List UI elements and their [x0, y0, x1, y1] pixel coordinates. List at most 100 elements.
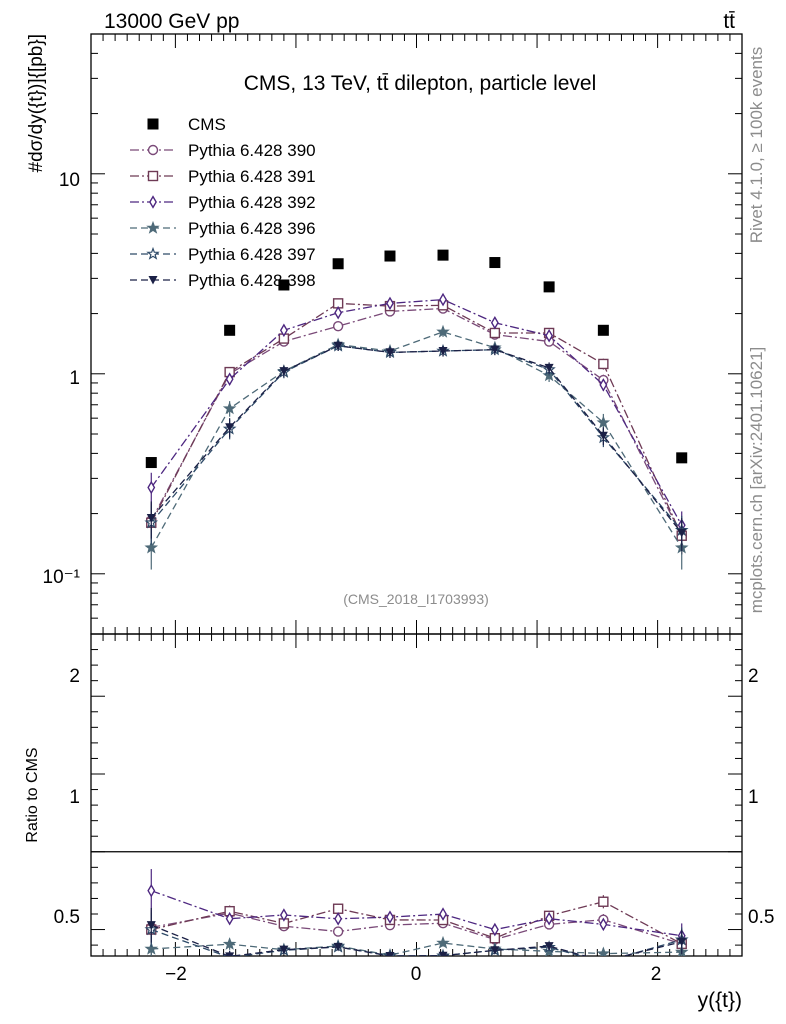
ratio-point [544, 942, 554, 951]
ratio-series-pythia-6-428-392 [147, 869, 686, 948]
data-point [384, 250, 396, 262]
ratio-point [146, 921, 156, 930]
ratio-axis-label: Ratio to CMS [24, 747, 41, 842]
ratio-plot-frame [90, 633, 743, 957]
ratio-point [603, 954, 604, 956]
y-tick-label-1: 1 [69, 368, 80, 389]
ratio-point [599, 957, 608, 966]
data-point [676, 452, 688, 464]
data-point [144, 540, 159, 554]
series-line-pythia-6-428-397 [150, 345, 683, 531]
data-point [436, 324, 450, 338]
legend-entry-label: CMS [188, 115, 226, 134]
series-line-pythia-6-428-396 [150, 331, 683, 549]
legend-marker [147, 144, 159, 156]
ratio-point [439, 907, 447, 921]
ratio-point [436, 935, 450, 949]
legend-entry-label: Pythia 6.428 391 [188, 167, 316, 186]
legend-entry-label: Pythia 6.428 398 [188, 271, 316, 290]
data-point [544, 363, 554, 373]
data-point [489, 257, 501, 269]
side-label-top: Rivet 4.1.0, ≥ 100k events [747, 47, 766, 243]
data-point [332, 320, 344, 332]
ratio-point [225, 952, 235, 956]
ratio-point [225, 911, 234, 926]
legend-entry-label: Pythia 6.428 390 [188, 141, 316, 160]
data-point [490, 315, 499, 330]
data-point [677, 528, 687, 538]
y-tick-label-0p1: 10⁻¹ [43, 567, 81, 588]
data-point [147, 480, 156, 495]
data-point [438, 346, 448, 356]
ratio-point [599, 917, 608, 932]
ratio-line-pythia-6-428-392 [151, 890, 682, 937]
legend-marker [146, 220, 160, 234]
legend-marker [149, 195, 157, 209]
axis-ticks [91, 33, 742, 956]
data-point [437, 249, 449, 261]
data-point [332, 258, 344, 270]
ratio-point [279, 945, 289, 955]
ratio-point [386, 910, 394, 924]
data-point [598, 431, 608, 441]
legend-marker [148, 275, 158, 285]
ratio-tick-label-1-right: 1 [748, 787, 759, 808]
ratio-point [144, 941, 159, 955]
ratio-point [490, 946, 500, 955]
ratio-point [222, 937, 237, 950]
legend-entry-label: Pythia 6.428 396 [188, 219, 316, 238]
ratio-point [332, 903, 344, 914]
legend-marker [147, 170, 159, 182]
data-point [598, 358, 609, 370]
x-tick-label-0: 0 [411, 964, 422, 985]
data-point [225, 423, 235, 432]
ratio-line-pythia-6-428-396 [151, 942, 682, 956]
series-line-pythia-6-428-392 [150, 298, 683, 526]
ratio-series-pythia-6-428-398 [146, 907, 687, 966]
chart-title: CMS, 13 TeV, tt̄ dilepton, particle leve… [244, 72, 597, 95]
data-point [385, 348, 395, 357]
legend-entry-label: Pythia 6.428 392 [188, 193, 316, 212]
data-point [222, 401, 237, 415]
ratio-line-pythia-6-428-397 [151, 928, 682, 956]
series-cms [145, 249, 688, 469]
data-point [386, 296, 394, 311]
data-point [279, 367, 289, 376]
series-line-pythia-6-428-391 [150, 302, 683, 536]
legend: CMS Pythia 6.428 390 Pythia 6.428 391 Pythi… [130, 115, 316, 290]
data-point [489, 327, 501, 339]
ratio-point [438, 951, 448, 956]
data-point [224, 324, 236, 336]
data-point [333, 341, 343, 351]
legend-marker [147, 118, 159, 130]
y-axis-label: #dσ/dy({t})]{[pb}] [26, 34, 47, 173]
data-point [599, 378, 608, 392]
ratio-point [334, 912, 343, 926]
ratio-tick-label-1-left: 1 [69, 787, 80, 808]
data-point [543, 281, 555, 293]
series-pythia-6-428-398 [146, 340, 687, 552]
ratio-line-pythia-6-428-398 [151, 924, 682, 956]
data-point [146, 513, 156, 523]
analysis-watermark: (CMS_2018_I1703993) [343, 591, 489, 607]
ratio-tick-label-0p5-left: 0.5 [54, 907, 80, 928]
energy-label: 13000 GeV pp [104, 10, 239, 33]
side-label-bottom: mcplots.cern.ch [arXiv:2401.10621] [747, 347, 766, 613]
data-point [597, 324, 609, 336]
legend-marker [146, 246, 160, 260]
series-line-pythia-6-428-398 [150, 345, 683, 534]
data-point [490, 345, 500, 355]
series-pythia-6-428-392 [147, 292, 686, 542]
x-tick-label-neg2: −2 [165, 964, 187, 985]
ratio-tick-label-2-left: 2 [69, 666, 80, 687]
ratio-point [598, 896, 609, 907]
data-point [596, 415, 611, 429]
x-axis-label: y({t}) [698, 989, 742, 1012]
process-label: tt̄ [723, 10, 735, 33]
data-point [145, 457, 157, 469]
ratio-point [147, 883, 156, 898]
data-point [278, 279, 290, 291]
ratio-series-layer [144, 869, 689, 966]
main-series-layer [144, 249, 689, 570]
